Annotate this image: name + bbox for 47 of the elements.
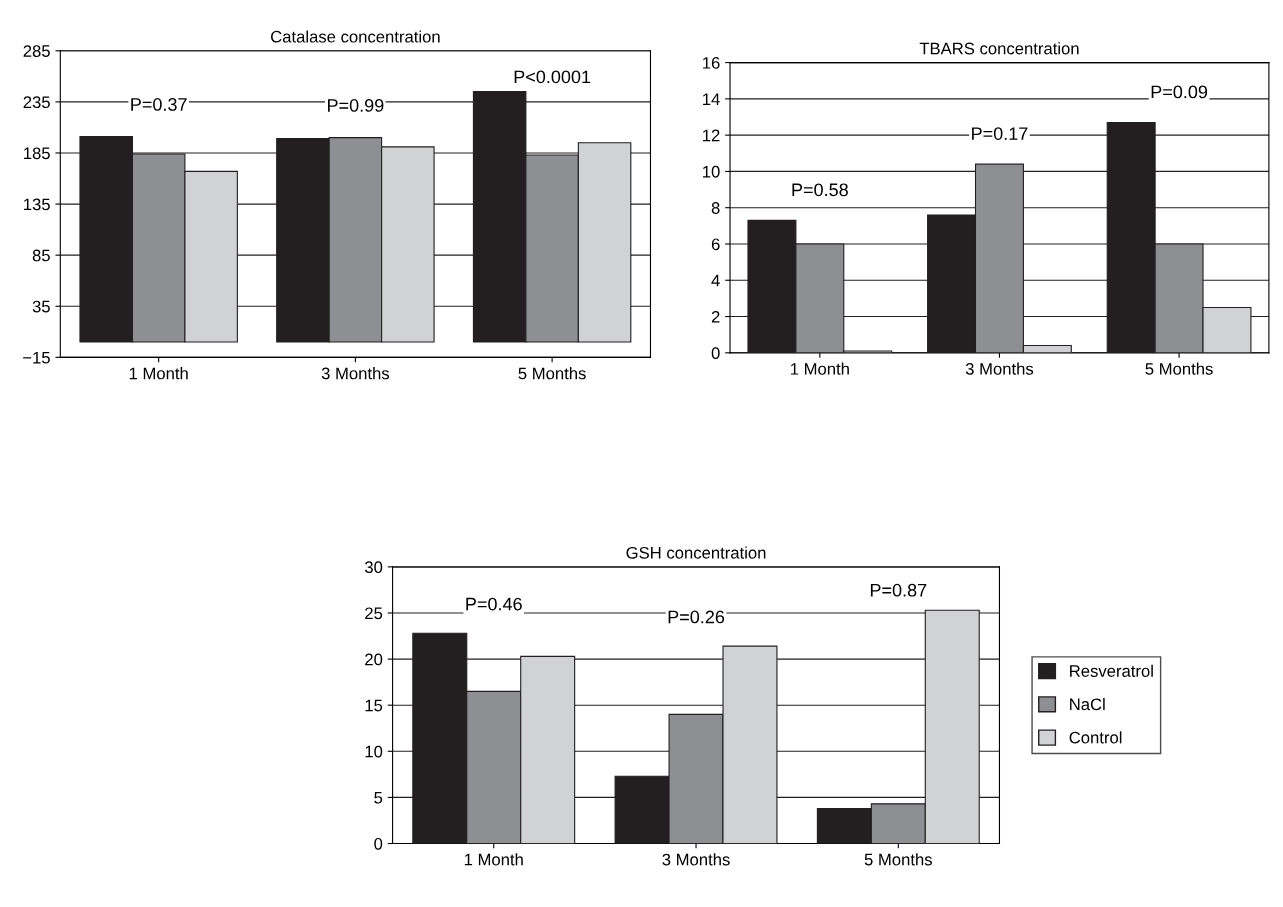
x-tick-label: 1 Month <box>129 367 188 380</box>
y-tick-label: 0 <box>374 837 383 850</box>
x-tick-label: 5 Months <box>864 853 932 866</box>
y-tick-label: 12 <box>703 129 720 142</box>
annotation: P=0.37 <box>131 98 187 111</box>
y-tick-label: 285 <box>23 45 50 57</box>
y-tick-label: 10 <box>703 165 720 178</box>
y-tick-label: 6 <box>711 238 720 251</box>
y-tick-label: 8 <box>711 202 720 214</box>
y-tick-label: 135 <box>24 198 50 211</box>
y-tick-label: 35 <box>32 300 50 313</box>
chart-title: Catalase concentration <box>271 30 440 43</box>
y-tick-label: 5 <box>374 791 383 804</box>
y-tick-label: 14 <box>703 93 720 105</box>
y-tick-label: −15 <box>23 351 50 364</box>
x-tick-label: 3 Months <box>965 362 1034 375</box>
y-tick-label: 30 <box>364 561 383 574</box>
y-tick-label: 85 <box>32 249 50 262</box>
y-tick-label: 4 <box>711 274 720 287</box>
y-tick-label: 185 <box>24 147 50 160</box>
chart-title: TBARS concentration <box>919 42 1079 55</box>
annotation: P<0.0001 <box>514 70 591 84</box>
x-tick-label: 3 Months <box>321 367 390 380</box>
annotation: P=0.58 <box>792 183 848 197</box>
legend-label: NaCl <box>1070 697 1105 711</box>
x-tick-label: 1 Month <box>464 853 523 866</box>
y-tick-label: 16 <box>703 56 720 69</box>
y-tick-label: 0 <box>711 347 720 360</box>
x-tick-label: 5 Months <box>1145 362 1213 375</box>
y-tick-label: 15 <box>365 699 383 712</box>
y-tick-label: 235 <box>23 96 50 109</box>
legend-label: Control <box>1069 731 1122 744</box>
chart-title: GSH concentration <box>626 546 766 559</box>
annotation: P=0.87 <box>870 583 927 597</box>
x-tick-label: 5 Months <box>518 367 586 380</box>
annotation: P=0.99 <box>328 99 384 112</box>
legend-label: Resveratrol <box>1070 664 1153 677</box>
y-tick-label: 20 <box>365 653 383 666</box>
x-tick-label: 1 Month <box>791 362 849 375</box>
annotation: P=0.17 <box>972 127 1028 140</box>
annotation: P=0.46 <box>466 597 522 611</box>
annotation: P=0.26 <box>668 610 725 624</box>
y-tick-label: 10 <box>365 745 383 758</box>
x-tick-label: 3 Months <box>662 853 730 866</box>
y-tick-label: 2 <box>711 310 720 323</box>
y-tick-label: 25 <box>365 607 383 620</box>
annotation: P=0.09 <box>1151 85 1208 99</box>
